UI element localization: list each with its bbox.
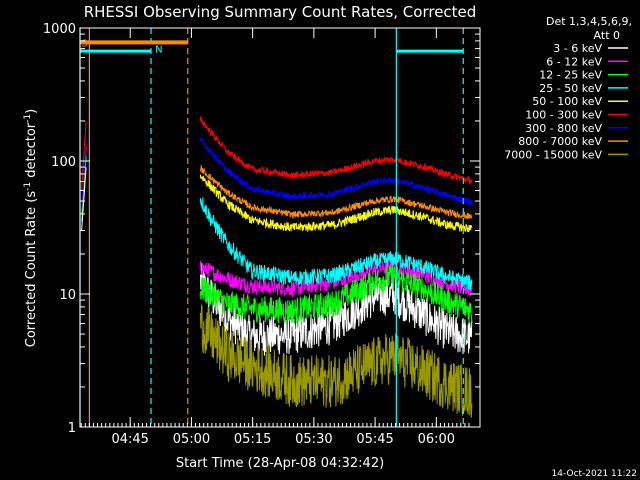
legend-label-25-50-kev: 25 - 50 keV <box>539 82 602 95</box>
series-line-100-300-kev <box>199 116 473 185</box>
early-spike-3 <box>81 120 87 191</box>
x-axis-label: Start Time (28-Apr-08 04:32:42) <box>176 456 384 471</box>
axis-layer: 1 10 100 1000 04:45 05:00 05:15 05:30 05:45 06:00 <box>43 22 480 447</box>
y-tick-label-1: 1 <box>68 421 76 436</box>
early-spike-5 <box>81 167 87 231</box>
legend-label-7000-15000-kev: 7000 - 15000 keV <box>504 148 602 161</box>
legend-label-3-6-kev: 3 - 6 keV <box>553 42 602 55</box>
legend-label-12-25-kev: 12 - 25 keV <box>539 69 602 82</box>
series-line-300-800-kev <box>199 136 473 206</box>
legend-label-6-12-kev: 6 - 12 keV <box>546 55 602 68</box>
y-tick-label-100: 100 <box>51 155 76 170</box>
y-axis-label: Corrected Count Rate (s-1 detector-1) <box>23 109 39 347</box>
series-line-800-7000-kev <box>199 164 473 220</box>
series-line-12-25-kev <box>199 264 473 324</box>
plot-frame <box>79 27 481 428</box>
legend-label-300-800-kev: 300 - 800 keV <box>525 122 602 135</box>
legend-attenuator-line: Att 0 <box>594 29 620 42</box>
y-tick-label-1000: 1000 <box>43 22 76 37</box>
x-tick-label-05-15: 05:15 <box>234 432 271 447</box>
series-layer <box>81 116 473 418</box>
chart-title: RHESSI Observing Summary Count Rates, Co… <box>84 3 477 21</box>
flag-annotation-s: S <box>81 38 87 49</box>
legend-detector-line: Det 1,3,4,5,6,9, <box>546 15 632 28</box>
x-tick-label-05-45: 05:45 <box>356 432 393 447</box>
legend-label-800-7000-kev: 800 - 7000 keV <box>518 135 602 148</box>
legend-label-50-100-kev: 50 - 100 keV <box>532 95 602 108</box>
y-tick-label-10: 10 <box>59 288 76 303</box>
series-line-7000-15000-kev <box>199 304 473 418</box>
flag-annotation-n: N <box>155 45 162 56</box>
x-tick-label-06-00: 06:00 <box>418 432 455 447</box>
series-line-50-100-kev <box>199 174 473 233</box>
x-tick-label-05-00: 05:00 <box>173 432 210 447</box>
generation-timestamp: 14-Oct-2021 11:22 <box>552 469 637 479</box>
x-tick-label-04-45: 04:45 <box>111 432 148 447</box>
series-line-25-50-kev <box>199 197 473 291</box>
series-line-3-6-kev <box>199 263 473 356</box>
legend-label-100-300-kev: 100 - 300 keV <box>525 109 602 122</box>
x-tick-label-05-30: 05:30 <box>295 432 332 447</box>
